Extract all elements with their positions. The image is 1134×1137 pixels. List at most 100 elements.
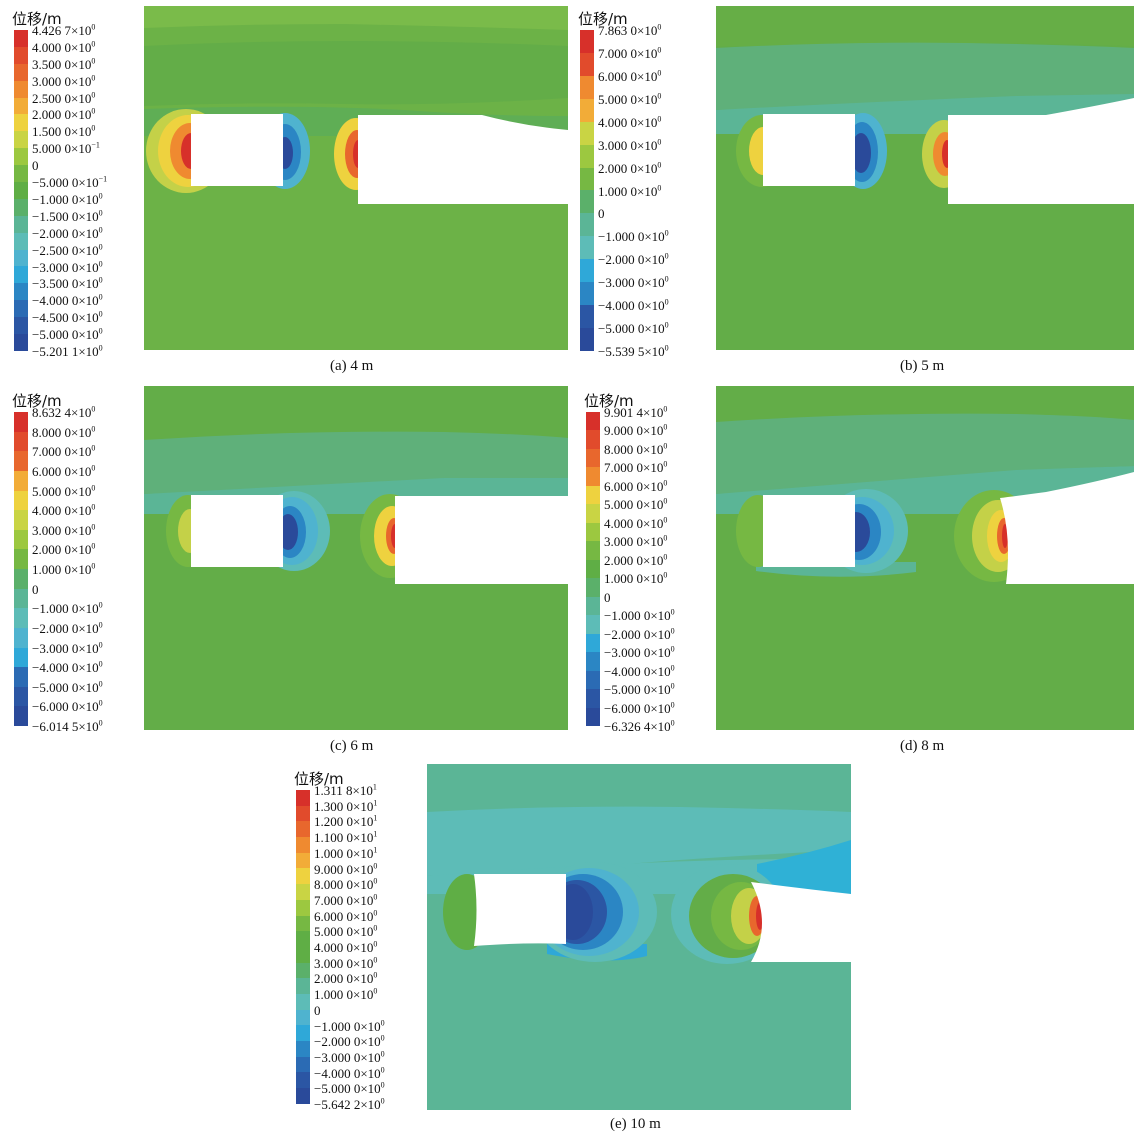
legend-swatch <box>14 451 28 471</box>
caption-d: (d) 8 m <box>900 738 945 754</box>
legend-label: 4.000 0×100 <box>598 114 662 130</box>
legend-swatch <box>14 249 28 267</box>
legend-title: 位移/m <box>12 10 62 28</box>
legend-swatch <box>586 485 600 505</box>
legend-label: −1.500 0×100 <box>32 208 103 224</box>
legend-title: 位移/m <box>578 10 628 28</box>
legend-swatch <box>296 978 310 994</box>
legend-swatch <box>296 915 310 932</box>
legend-swatch <box>580 327 594 351</box>
legend-label: 1.000 0×101 <box>314 845 378 861</box>
legend-label: 1.000 0×100 <box>32 561 96 577</box>
legend-swatch <box>580 213 594 237</box>
legend-swatch <box>586 430 600 449</box>
legend-swatch <box>296 1041 310 1057</box>
legend-label: 0 <box>314 1002 321 1018</box>
legend-label: 0 <box>604 589 611 605</box>
legend-swatch <box>296 962 310 979</box>
legend-label: 5.000 0×100 <box>32 483 96 499</box>
legend-swatch <box>296 805 310 822</box>
legend-label: 3.000 0×100 <box>32 522 96 538</box>
contour-plot-c <box>144 386 568 730</box>
legend-label: −1.000 0×100 <box>604 607 675 624</box>
legend-swatch <box>14 334 28 351</box>
legend-label: −5.000 0×100 <box>314 1080 385 1097</box>
legend-label: −1.000 0×100 <box>32 600 103 617</box>
legend-label: 3.000 0×100 <box>598 137 662 153</box>
color-scale-bar <box>586 412 600 726</box>
legend-swatch <box>14 569 28 589</box>
legend-swatch <box>14 165 28 183</box>
legend-swatch <box>580 121 594 145</box>
legend-swatch <box>14 627 28 648</box>
contour-plot-d <box>716 386 1134 730</box>
legend-label: −6.000 0×100 <box>32 699 103 715</box>
contour-plot-b <box>716 6 1134 350</box>
legend-label: −5.000 0×100 <box>32 679 103 695</box>
legend-label: −1.000 0×100 <box>32 191 103 207</box>
legend-swatch <box>14 215 28 233</box>
legend-label: 7.000 0×100 <box>314 892 378 908</box>
legend-swatch <box>586 652 600 671</box>
legend-swatch <box>586 412 600 431</box>
legend-label: 1.000 0×100 <box>598 183 662 199</box>
caption-c: (c) 6 m <box>330 738 374 754</box>
legend-label: −4.000 0×100 <box>604 663 675 679</box>
legend-label: 8.000 0×100 <box>604 441 668 457</box>
legend-swatch <box>580 75 594 99</box>
legend-label: −3.000 0×100 <box>314 1049 385 1065</box>
legend-swatch <box>296 884 310 900</box>
legend-label: 1.100 0×101 <box>314 829 378 846</box>
legend-swatch <box>14 470 28 491</box>
legend-label: −5.000 0×100 <box>32 326 103 343</box>
legend-label: 1.200 0×101 <box>314 814 378 830</box>
legend-a: 位移/m 4.426 7×100 4.000 0×100 3.500 0×100 3.… <box>12 8 147 358</box>
legend-label: 5.000 0×100 <box>598 91 662 107</box>
legend-label: −2.000 0×100 <box>32 225 103 241</box>
legend-label: −2.000 0×100 <box>598 251 669 268</box>
legend-label: 7.000 0×100 <box>604 460 668 476</box>
contour-plot-e <box>427 764 851 1110</box>
legend-swatch <box>586 559 600 579</box>
legend-swatch <box>586 689 600 708</box>
legend-swatch <box>580 236 594 260</box>
legend-swatch <box>296 852 310 869</box>
legend-swatch <box>586 504 600 523</box>
legend-title: 位移/m <box>12 392 62 410</box>
legend-label: 5.000 0×10−1 <box>32 140 100 157</box>
legend-label: −1.000 0×100 <box>598 229 669 245</box>
legend-swatch <box>296 946 310 963</box>
legend-label: 1.300 0×101 <box>314 798 378 814</box>
legend-swatch <box>14 412 28 432</box>
legend-d: 位移/m 9.901 4×100 9.000 0×100 8.000 0×100 7.… <box>584 390 719 734</box>
color-scale-bar <box>580 30 594 351</box>
legend-label: 5.000 0×100 <box>314 923 378 940</box>
legend-swatch <box>586 541 600 560</box>
legend-label: −6.326 4×100 <box>604 718 675 734</box>
legend-label: 4.000 0×100 <box>32 502 96 519</box>
legend-swatch <box>14 30 28 47</box>
legend-swatch <box>296 993 310 1010</box>
legend-title: 位移/m <box>584 392 634 410</box>
legend-label: 9.000 0×100 <box>604 423 668 439</box>
legend-swatch <box>14 549 28 569</box>
legend-label: −6.000 0×100 <box>604 700 675 716</box>
legend-swatch <box>14 431 28 452</box>
legend-label: −3.000 0×100 <box>32 259 103 275</box>
legend-swatch <box>14 647 28 668</box>
legend-label: −4.000 0×100 <box>314 1065 385 1081</box>
legend-label: −3.000 0×100 <box>598 274 669 291</box>
legend-swatch <box>580 52 594 76</box>
legend-label: 2.000 0×100 <box>598 160 662 176</box>
legend-swatch <box>14 148 28 166</box>
legend-label: 3.000 0×100 <box>604 533 668 550</box>
legend-label: 7.863 0×100 <box>598 22 662 38</box>
legend-label: −3.500 0×100 <box>32 276 103 292</box>
legend-c: 位移/m 8.632 4×100 8.000 0×100 7.000 0×100 6.… <box>12 390 147 733</box>
legend-label: 9.901 4×100 <box>604 404 668 420</box>
legend-swatch <box>296 1009 310 1026</box>
contour-plot-a <box>144 6 568 350</box>
legend-swatch <box>586 633 600 653</box>
legend-label: −2.500 0×100 <box>32 242 103 258</box>
legend-b: 位移/m 7.863 0×100 7.000 0×100 6.000 0×100 5.… <box>578 8 713 358</box>
